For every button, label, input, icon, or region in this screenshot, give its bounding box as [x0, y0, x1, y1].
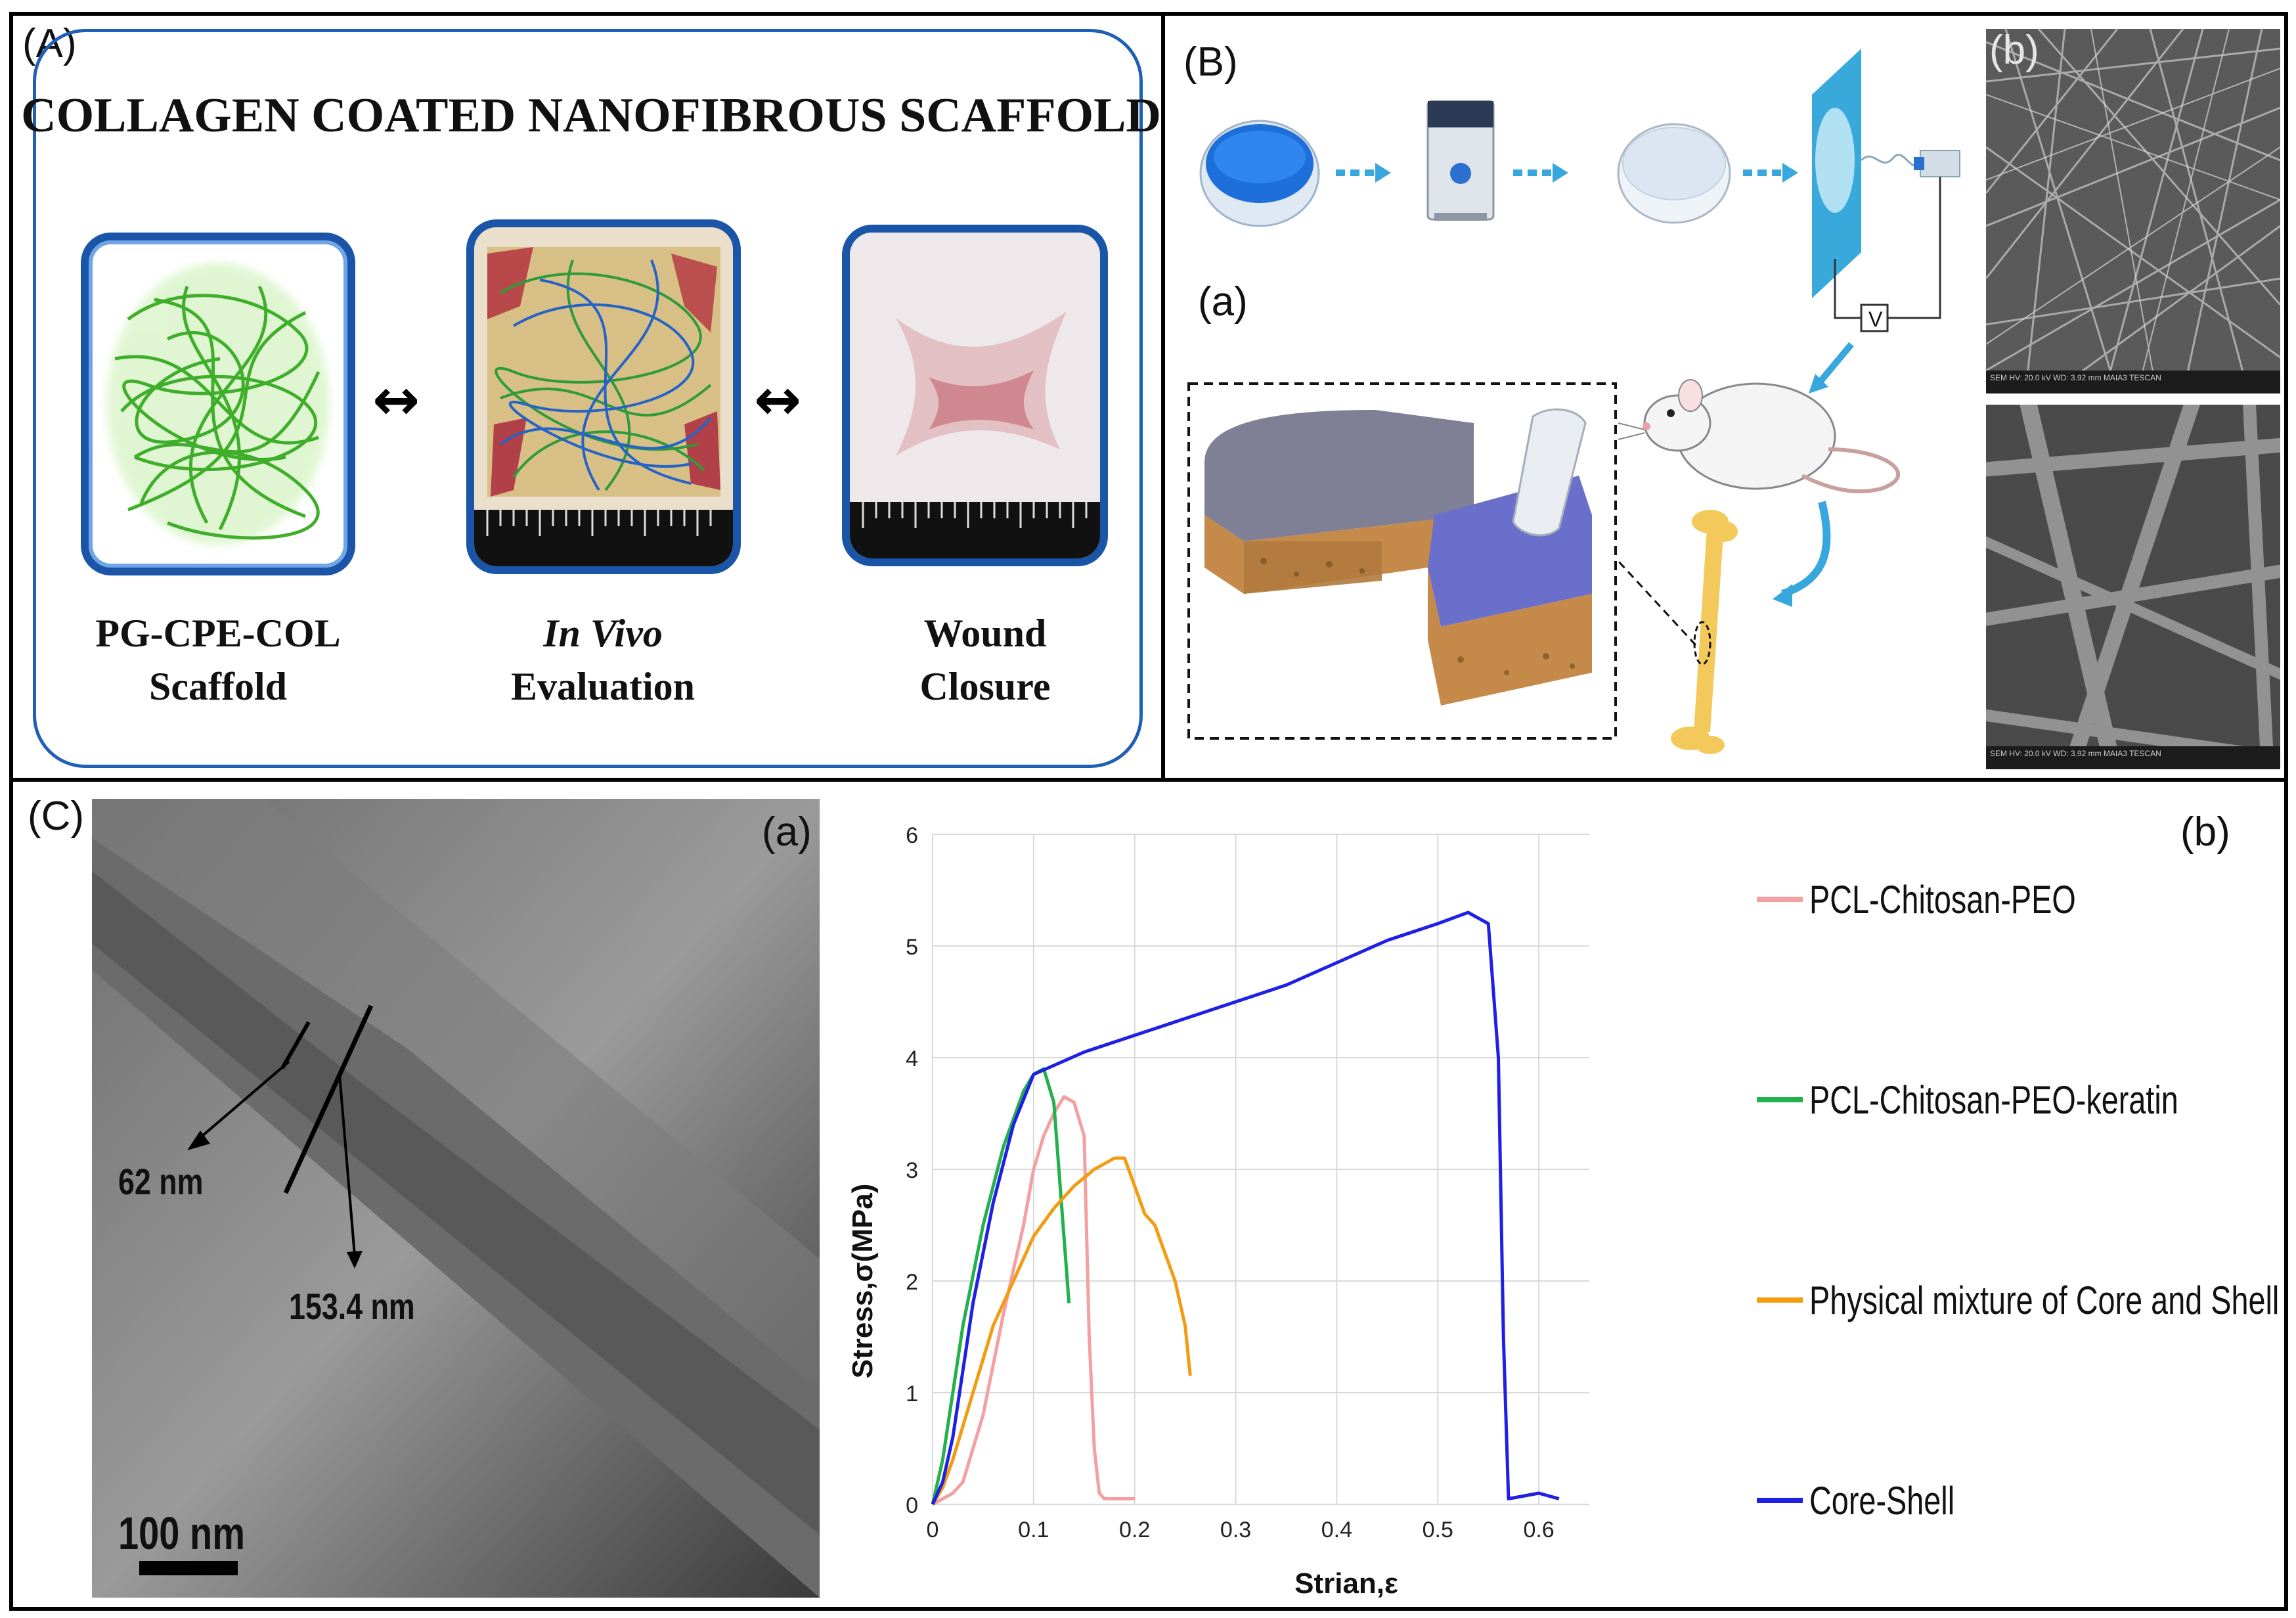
sem-image-top: SEM HV: 20.0 kV WD: 3.92 mm MAIA3 TESCAN…: [1986, 29, 2280, 393]
y-tick-label: 1: [906, 1382, 918, 1406]
double-arrow-icon: ↔: [372, 367, 420, 433]
defect-inset-frame: [1187, 382, 1617, 740]
panel-c-sub-b: (b): [2180, 809, 2230, 855]
wound-closure-image: [842, 225, 1108, 566]
caption-wound: Wound Closure: [821, 607, 1149, 713]
wound-photo: [850, 233, 1100, 558]
sem-top-caption: SEM HV: 20.0 kV WD: 3.92 mm MAIA3 TESCAN: [1990, 373, 2161, 382]
x-tick-labels: 0 0.1 0.2 0.3 0.4 0.5 0.6: [927, 1517, 1555, 1542]
chart-grid: [932, 834, 1589, 1505]
tem-core-shell-fiber: [92, 799, 820, 1598]
caption-scaffold-line2: Scaffold: [149, 665, 287, 708]
x-tick-label: 0.1: [1018, 1517, 1049, 1542]
collector-plate-icon: [1812, 49, 1960, 298]
stirrer-machine-icon: [1426, 100, 1495, 221]
chart-series-lines: [931, 910, 1560, 1506]
double-arrow-icon: ↔: [754, 367, 802, 433]
rat-icon: [1618, 379, 1900, 493]
y-tick-label: 3: [906, 1158, 918, 1183]
series-line-2: [931, 1067, 1071, 1505]
legend-label: Physical mixture of Core and Shell: [1809, 1278, 2280, 1322]
sem-image-bottom: SEM HV: 20.0 kV WD: 3.92 mm MAIA3 TESCAN: [1986, 405, 2280, 769]
caption-in-vivo: In Vivo Evaluation: [439, 607, 767, 713]
legend-swatch: [1757, 897, 1803, 902]
petri-dish-solution-icon: [1199, 120, 1320, 227]
legend-label: Core-Shell: [1809, 1479, 1955, 1523]
y-tick-label: 4: [906, 1046, 918, 1071]
panel-a: (A) COLLAGEN COATED NANOFIBROUS SCAFFOLD…: [9, 12, 1165, 782]
legend-label: PCL-Chitosan-PEO-keratin: [1809, 1078, 2178, 1122]
panel-b-sub-a: (a): [1198, 279, 1248, 325]
tem-core-label: 153.4 nm: [289, 1286, 415, 1327]
tem-shell-label: 62 nm: [118, 1161, 204, 1202]
panel-c: (C) 62 nm 153.4 nm 100 nm (a) (b): [9, 778, 2288, 1611]
y-tick-label: 5: [906, 935, 918, 960]
caption-in-vivo-line2: Evaluation: [510, 665, 695, 708]
caption-in-vivo-line1: In Vivo: [543, 612, 663, 655]
y-tick-label: 6: [906, 823, 918, 848]
tem-image: 62 nm 153.4 nm 100 nm (a): [92, 799, 820, 1598]
green-fiber-mesh: [106, 263, 330, 545]
sem-fibers-dense: [1986, 29, 2280, 393]
petri-dish-empty-icon: [1617, 123, 1731, 224]
x-tick-label: 0: [927, 1517, 939, 1542]
stress-strain-chart: 0 0.1 0.2 0.3 0.4 0.5 0.6 0 1 2 3 4 5 6 Strian,ε Str…: [847, 823, 1589, 1600]
sem-bottom-caption: SEM HV: 20.0 kV WD: 3.92 mm MAIA3 TESCAN: [1990, 749, 2161, 758]
x-axis-label: Strian,ε: [1294, 1567, 1398, 1600]
voltage-circuit: [1834, 177, 1941, 332]
panel-a-frame: [33, 29, 1143, 768]
panel-b-sub-b: (b): [1989, 29, 2039, 73]
voltage-label: V: [1868, 307, 1883, 331]
sem-fibers-zoom: [1986, 405, 2280, 769]
caption-scaffold: PG-CPE-COL Scaffold: [54, 607, 382, 713]
caption-wound-line2: Closure: [919, 665, 1051, 708]
panel-b: (B) (a): [1161, 12, 2288, 782]
x-tick-label: 0.5: [1423, 1517, 1453, 1542]
series-line-4: [931, 910, 1560, 1506]
y-tick-labels: 0 1 2 3 4 5 6: [906, 823, 918, 1518]
panel-c-label: (C): [28, 794, 85, 839]
x-tick-label: 0.4: [1321, 1517, 1352, 1542]
caption-scaffold-line1: PG-CPE-COL: [95, 612, 341, 655]
x-tick-label: 0.6: [1523, 1517, 1554, 1542]
femur-bone-icon: [1671, 510, 1738, 754]
panel-a-title: COLLAGEN COATED NANOFIBROUS SCAFFOLD: [21, 89, 1161, 143]
y-axis-label: Stress,σ(MPa): [847, 1184, 879, 1379]
x-tick-label: 0.3: [1220, 1517, 1251, 1542]
scaffold-image: [81, 233, 355, 575]
y-tick-label: 2: [906, 1270, 918, 1295]
caption-wound-line1: Wound: [923, 612, 1047, 655]
legend-swatch: [1757, 1097, 1803, 1102]
legend-swatch: [1757, 1297, 1803, 1303]
in-vivo-image: [466, 219, 741, 574]
legend-swatch: [1757, 1498, 1803, 1503]
in-vivo-fiber-mesh: [474, 227, 733, 566]
y-tick-label: 0: [906, 1493, 918, 1518]
electrospinning-schematic: V: [1187, 49, 1960, 754]
panel-c-sub-a: (a): [762, 809, 812, 855]
tem-scalebar-label: 100 nm: [118, 1508, 245, 1559]
x-tick-label: 0.2: [1119, 1517, 1150, 1542]
legend-label: PCL-Chitosan-PEO: [1809, 878, 2076, 922]
bone-defect-with-scaffold: [1204, 408, 1592, 706]
series-line-3: [931, 1156, 1192, 1506]
panel-b-label: (B): [1183, 39, 1238, 85]
